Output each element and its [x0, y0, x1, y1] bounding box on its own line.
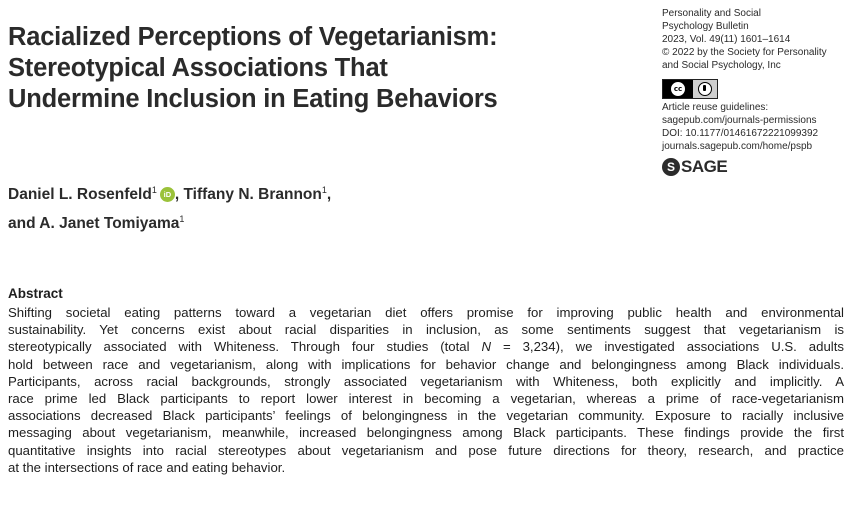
author-separator: and — [8, 215, 40, 232]
abstract-line: hold between race and vegetarianism, alo… — [8, 356, 844, 372]
by-icon — [693, 82, 717, 96]
author-separator: , — [326, 186, 332, 203]
sage-wordmark: SAGE — [681, 157, 728, 176]
author-separator: , — [174, 186, 184, 203]
author-name: A. Janet Tomiyama — [39, 215, 180, 232]
abstract-line: stereotypically associated with Whitenes… — [8, 339, 844, 355]
cc-icon: cc — [663, 80, 693, 98]
sage-mark-icon: S — [662, 158, 680, 176]
title-line: Racialized Perceptions of Vegetarianism: — [8, 23, 498, 51]
reuse-label: Article reuse guidelines: — [662, 102, 769, 113]
citation: 2023, Vol. 49(11) 1601–1614 — [662, 34, 791, 45]
copyright: © 2022 by the Society for Personality — [662, 47, 827, 58]
title-line: Stereotypical Associations That — [8, 54, 388, 82]
title-line: Undermine Inclusion in Eating Behaviors — [8, 85, 498, 113]
doi[interactable]: DOI: 10.1177/01461672221099392 — [662, 128, 819, 139]
reuse-link[interactable]: sagepub.com/journals-permissions — [662, 115, 817, 126]
author-line: and A. Janet Tomiyama1 — [8, 207, 648, 236]
abstract-line: Shifting societal eating patterns toward… — [8, 305, 844, 320]
journal-meta: Personality and Social Psychology Bullet… — [662, 7, 852, 72]
affiliation-marker: 1 — [151, 185, 157, 195]
abstract-line: quantitative insights into racial stereo… — [8, 442, 844, 458]
abstract-line: messaging about vegetarianism, meanwhile… — [8, 425, 844, 441]
journal-name: Personality and Social — [662, 8, 761, 19]
cc-by-license-icon[interactable]: cc — [662, 79, 718, 99]
journal-home-link[interactable]: journals.sagepub.com/home/pspb — [662, 141, 813, 152]
journal-links: Article reuse guidelines: sagepub.com/jo… — [662, 101, 852, 153]
abstract-body: Shifting societal eating patterns toward… — [8, 304, 844, 476]
abstract-line: race prime led Black participants to rep… — [8, 391, 844, 407]
author-line: Daniel L. Rosenfeld1 iD, Tiffany N. Brann… — [8, 178, 648, 207]
abstract-heading: Abstract — [8, 286, 63, 301]
journal-name-line2: Psychology Bulletin — [662, 21, 749, 32]
author-list: Daniel L. Rosenfeld1 iD, Tiffany N. Brann… — [8, 178, 648, 236]
copyright-line2: and Social Psychology, Inc — [662, 60, 781, 71]
abstract-line: associations decreased Black participant… — [8, 408, 844, 424]
author-name: Daniel L. Rosenfeld — [8, 186, 152, 203]
affiliation-marker: 1 — [179, 214, 185, 224]
abstract-line: Participants, across racial backgrounds,… — [8, 373, 844, 389]
orcid-icon[interactable]: iD — [159, 187, 175, 202]
abstract-line: sustainability. Yet concerns exist about… — [8, 322, 844, 338]
abstract-line: at the intersections of race and eating … — [8, 459, 286, 475]
sage-logo: S SAGE — [662, 156, 728, 178]
affiliation-marker: 1 — [321, 185, 327, 195]
author-name: Tiffany N. Brannon — [183, 186, 322, 203]
article-title: Racialized Perceptions of Vegetarianism:… — [8, 22, 648, 115]
